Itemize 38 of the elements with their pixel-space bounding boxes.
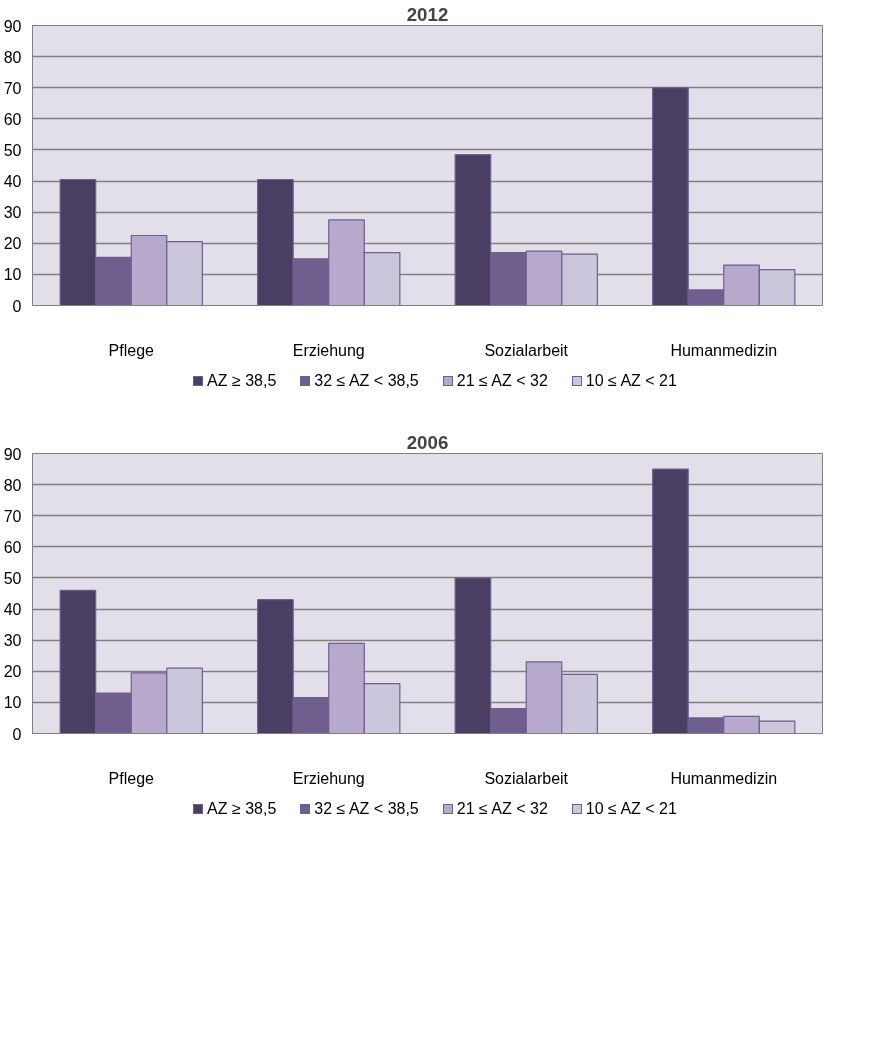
y-tick-label: 30	[3, 204, 22, 222]
legend-label: AZ ≥ 38,5	[206, 799, 277, 817]
y-tick-label: 20	[3, 235, 22, 253]
y-tick-label: 40	[3, 173, 22, 191]
legend-label: 10 ≤ AZ < 21	[584, 372, 677, 389]
x-tick-label: Sozialarbeit	[484, 769, 569, 787]
y-tick-label: 30	[3, 632, 22, 650]
y-tick-label: 70	[3, 79, 22, 97]
x-tick-label: Humanmedizin	[670, 769, 778, 787]
legend-label: 32 ≤ AZ < 38,5	[313, 799, 419, 817]
x-tick-label: Humanmedizin	[670, 341, 778, 359]
y-tick-label: 60	[3, 110, 22, 128]
x-tick-label: Erziehung	[292, 341, 365, 359]
y-tick-label: 80	[3, 476, 22, 494]
legend-label: 10 ≤ AZ < 21	[584, 799, 677, 817]
y-tick-label: 0	[12, 725, 22, 743]
legend-label: 21 ≤ AZ < 32	[455, 799, 548, 817]
chart-title: 2006	[406, 431, 449, 453]
y-tick-label: 90	[3, 445, 22, 463]
y-tick-label: 10	[3, 694, 22, 712]
legend-label: AZ ≥ 38,5	[206, 372, 277, 389]
x-tick-label: Pflege	[108, 769, 155, 787]
x-tick-label: Pflege	[108, 341, 155, 359]
y-tick-label: 60	[3, 538, 22, 556]
y-tick-label: 80	[3, 48, 22, 66]
y-tick-label: 90	[3, 17, 22, 35]
chart-title: 2012	[406, 3, 449, 25]
y-tick-label: 20	[3, 663, 22, 681]
y-tick-label: 50	[3, 141, 22, 159]
y-tick-label: 10	[3, 266, 22, 284]
x-tick-label: Sozialarbeit	[484, 341, 569, 359]
y-tick-label: 0	[12, 297, 22, 315]
legend-label: 32 ≤ AZ < 38,5	[313, 372, 419, 389]
y-tick-label: 40	[3, 600, 22, 618]
x-tick-label: Erziehung	[292, 769, 365, 787]
y-tick-label: 70	[3, 507, 22, 525]
legend-label: 21 ≤ AZ < 32	[455, 372, 548, 389]
y-tick-label: 50	[3, 569, 22, 587]
